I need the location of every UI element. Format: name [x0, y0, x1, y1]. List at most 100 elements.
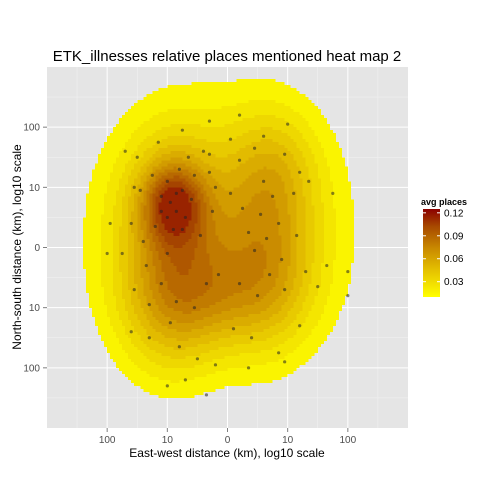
data-point — [252, 146, 257, 150]
data-point — [304, 269, 308, 274]
data-point — [255, 294, 260, 298]
data-point — [246, 230, 251, 235]
y-tick-label: 10 — [29, 303, 41, 314]
data-point — [195, 357, 200, 361]
data-point — [132, 185, 136, 189]
data-point — [165, 179, 169, 183]
data-point — [192, 306, 197, 310]
data-point — [298, 170, 302, 174]
data-point — [346, 294, 350, 298]
data-point — [240, 206, 245, 210]
data-point — [129, 330, 133, 334]
data-point — [186, 155, 190, 159]
data-point — [174, 209, 178, 213]
legend-colorbar — [423, 209, 440, 297]
data-point — [213, 363, 218, 367]
legend-break-label: 0.06 — [444, 254, 464, 265]
data-point — [277, 221, 281, 226]
data-point — [298, 324, 302, 328]
x-tick-label: 10 — [162, 435, 174, 446]
x-tick-label: 10 — [282, 435, 294, 446]
data-point — [268, 272, 272, 277]
data-point — [283, 288, 287, 292]
data-point — [331, 191, 335, 195]
y-axis-label: North-south distance (km), log10 scale — [10, 144, 24, 350]
data-point — [165, 251, 169, 256]
data-point — [292, 191, 296, 195]
data-point — [129, 221, 133, 226]
data-point — [168, 200, 172, 204]
data-point — [210, 209, 215, 213]
data-point — [180, 188, 184, 192]
data-point — [207, 152, 212, 156]
data-point — [138, 188, 142, 192]
data-point — [171, 227, 175, 232]
data-point — [346, 269, 350, 274]
data-point — [135, 155, 139, 159]
data-point — [316, 285, 320, 289]
data-point — [147, 336, 151, 340]
data-point — [213, 185, 218, 189]
data-point — [159, 282, 163, 286]
data-point — [207, 170, 212, 174]
data-point — [237, 282, 242, 286]
data-point — [249, 336, 254, 340]
data-point — [252, 248, 257, 253]
legend-break-label: 0.12 — [444, 208, 464, 219]
y-tick-label: 10 — [29, 183, 41, 194]
data-point — [237, 113, 242, 117]
data-point — [277, 351, 281, 355]
x-tick-label: 100 — [339, 435, 356, 446]
data-point — [271, 194, 275, 198]
data-point — [144, 263, 148, 268]
chart-title: ETK_illnesses relative places mentioned … — [53, 48, 402, 65]
data-point — [159, 194, 163, 198]
legend-break-label: 0.03 — [444, 277, 464, 288]
data-point — [262, 134, 266, 138]
data-point — [150, 173, 154, 177]
data-point — [246, 366, 251, 370]
data-point — [108, 221, 112, 226]
data-point — [177, 345, 181, 349]
data-point — [156, 140, 160, 144]
data-point — [165, 384, 169, 388]
data-points — [105, 113, 350, 397]
data-point — [165, 215, 169, 220]
data-point — [159, 209, 163, 213]
data-point — [228, 191, 233, 195]
data-point — [228, 137, 233, 141]
data-point — [183, 215, 187, 220]
x-tick-label: 100 — [99, 435, 116, 446]
data-point — [265, 236, 269, 241]
y-tick-label: 100 — [23, 363, 40, 374]
data-point — [123, 149, 127, 153]
data-point — [141, 239, 145, 244]
legend-breaks: 0.12 0.09 0.06 0.03 — [423, 208, 464, 288]
x-axis-label: East-west distance (km), log10 scale — [129, 446, 325, 460]
data-point — [120, 251, 124, 256]
y-tick-label: 100 — [23, 123, 40, 134]
data-point — [283, 152, 287, 156]
data-point — [283, 360, 287, 364]
y-tick-label: 0 — [34, 243, 40, 254]
legend-title: avg places — [421, 197, 467, 207]
data-point — [192, 173, 197, 177]
data-point — [262, 179, 266, 183]
legend: avg places 0.12 0.09 0.06 0.03 — [421, 197, 467, 297]
data-point — [147, 303, 151, 307]
x-tick-label: 0 — [225, 435, 231, 446]
data-point — [216, 272, 221, 277]
data-point — [105, 251, 109, 256]
data-point — [168, 321, 172, 325]
data-point — [204, 282, 209, 286]
data-point — [174, 191, 178, 195]
data-point — [307, 179, 311, 183]
data-point — [177, 167, 181, 171]
data-point — [198, 233, 203, 238]
data-point — [204, 393, 209, 397]
data-point — [286, 122, 290, 126]
data-point — [207, 119, 212, 123]
data-point — [231, 327, 236, 331]
